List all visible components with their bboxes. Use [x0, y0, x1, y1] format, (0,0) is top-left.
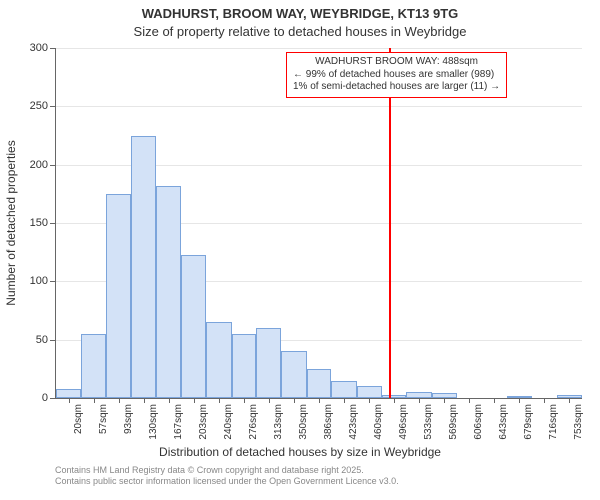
x-tick-label: 606sqm [473, 404, 484, 440]
y-tick-label: 50 [8, 334, 48, 346]
histogram-bar [357, 386, 382, 398]
histogram-bar [331, 381, 356, 399]
histogram-bar [181, 255, 206, 399]
y-tick-mark [50, 106, 55, 107]
x-tick-mark [144, 398, 145, 403]
attribution-line-1: Contains HM Land Registry data © Crown c… [55, 465, 399, 476]
x-tick-label: 460sqm [373, 404, 384, 440]
x-tick-mark [569, 398, 570, 403]
y-tick-label: 250 [8, 100, 48, 112]
x-tick-label: 57sqm [98, 404, 109, 434]
x-tick-label: 130sqm [148, 404, 159, 440]
x-tick-label: 386sqm [323, 404, 334, 440]
x-tick-mark [119, 398, 120, 403]
x-tick-mark [169, 398, 170, 403]
gridline [56, 106, 582, 107]
x-tick-mark [544, 398, 545, 403]
x-tick-label: 716sqm [548, 404, 559, 440]
y-tick-label: 150 [8, 217, 48, 229]
x-tick-label: 240sqm [223, 404, 234, 440]
histogram-bar [206, 322, 231, 398]
histogram-bar [81, 334, 106, 398]
x-tick-mark [369, 398, 370, 403]
x-tick-mark [494, 398, 495, 403]
plot-area: WADHURST BROOM WAY: 488sqm← 99% of detac… [55, 48, 582, 399]
x-tick-label: 167sqm [173, 404, 184, 440]
x-tick-label: 203sqm [198, 404, 209, 440]
x-tick-mark [519, 398, 520, 403]
x-tick-label: 276sqm [248, 404, 259, 440]
annotation-line: WADHURST BROOM WAY: 488sqm [293, 56, 500, 69]
histogram-bar [256, 328, 281, 398]
y-tick-mark [50, 48, 55, 49]
x-tick-mark [469, 398, 470, 403]
chart-container: WADHURST, BROOM WAY, WEYBRIDGE, KT13 9TG… [0, 0, 600, 500]
y-tick-label: 200 [8, 159, 48, 171]
x-tick-mark [294, 398, 295, 403]
y-tick-mark [50, 281, 55, 282]
x-tick-label: 20sqm [73, 404, 84, 434]
x-tick-mark [444, 398, 445, 403]
x-tick-label: 569sqm [448, 404, 459, 440]
x-tick-mark [319, 398, 320, 403]
histogram-bar [106, 194, 131, 398]
x-tick-label: 423sqm [348, 404, 359, 440]
histogram-bar [307, 369, 332, 398]
x-tick-label: 313sqm [273, 404, 284, 440]
x-tick-label: 496sqm [398, 404, 409, 440]
annotation-line: 1% of semi-detached houses are larger (1… [293, 81, 500, 94]
x-tick-mark [244, 398, 245, 403]
y-tick-label: 0 [8, 392, 48, 404]
x-tick-mark [69, 398, 70, 403]
y-tick-mark [50, 340, 55, 341]
attribution-note: Contains HM Land Registry data © Crown c… [55, 465, 399, 488]
x-tick-mark [219, 398, 220, 403]
x-tick-label: 679sqm [523, 404, 534, 440]
histogram-bar [232, 334, 257, 398]
y-tick-label: 100 [8, 275, 48, 287]
annotation-box: WADHURST BROOM WAY: 488sqm← 99% of detac… [286, 52, 507, 98]
y-tick-mark [50, 165, 55, 166]
x-tick-mark [344, 398, 345, 403]
x-tick-mark [269, 398, 270, 403]
x-tick-label: 350sqm [298, 404, 309, 440]
histogram-bar [281, 351, 306, 398]
x-tick-mark [394, 398, 395, 403]
y-tick-mark [50, 223, 55, 224]
x-tick-mark [94, 398, 95, 403]
y-tick-mark [50, 398, 55, 399]
y-tick-label: 300 [8, 42, 48, 54]
attribution-line-2: Contains public sector information licen… [55, 476, 399, 487]
x-tick-label: 643sqm [498, 404, 509, 440]
x-tick-label: 533sqm [423, 404, 434, 440]
gridline [56, 48, 582, 49]
x-tick-mark [194, 398, 195, 403]
annotation-line: ← 99% of detached houses are smaller (98… [293, 69, 500, 82]
x-tick-label: 753sqm [573, 404, 584, 440]
histogram-bar [56, 389, 81, 398]
x-axis-title: Distribution of detached houses by size … [0, 445, 600, 459]
histogram-bar [156, 186, 181, 398]
reference-marker-line [389, 48, 391, 398]
chart-subtitle: Size of property relative to detached ho… [0, 24, 600, 39]
x-tick-label: 93sqm [123, 404, 134, 434]
chart-title: WADHURST, BROOM WAY, WEYBRIDGE, KT13 9TG [0, 6, 600, 21]
x-tick-mark [419, 398, 420, 403]
histogram-bar [131, 136, 156, 399]
